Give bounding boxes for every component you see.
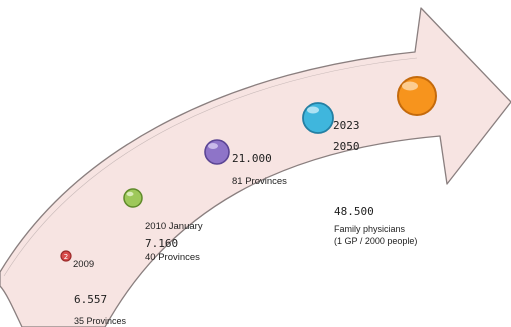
provinces-word: Provinces (86, 316, 127, 326)
milestone-dot-2010 (123, 188, 143, 208)
milestone-year-2009: 2009 (73, 259, 95, 270)
timeline-arrow (0, 7, 511, 327)
milestone-year-2023: 2023 (333, 119, 360, 132)
milestone-dot-2023 (302, 102, 334, 134)
provinces-count: 81 (232, 176, 243, 187)
milestone-description-line1: Family physicians (334, 224, 406, 234)
provinces-count: 40 (145, 252, 156, 263)
milestone-value-2009: 6.557 (74, 293, 108, 306)
milestone-description-line2: (1 GP / 2000 people) (334, 236, 418, 246)
milestone-dot-2009: 2 (60, 250, 72, 262)
milestone-year-2010: 2010 January (145, 221, 203, 232)
milestone-provinces-2009: 35 Provinces (74, 316, 126, 326)
milestone-provinces-2010: 40 Provinces (145, 252, 200, 264)
milestone-value-2010: 7.160 (145, 237, 179, 250)
milestone-provinces-21000: 81 Provinces (232, 176, 287, 188)
milestone-year-2050: 2050 (333, 140, 360, 153)
provinces-word: Provinces (245, 176, 287, 187)
arrow-inner-sketch-line (3, 57, 418, 277)
milestone-value-21000: 21.000 (232, 152, 272, 165)
provinces-word: Provinces (158, 252, 200, 263)
milestone-dot-21000 (204, 139, 230, 165)
milestone-value-48500: 48.500 (334, 205, 374, 218)
milestone-dot-2050 (397, 76, 437, 116)
provinces-count: 35 (74, 316, 85, 326)
svg-text:2: 2 (64, 253, 68, 261)
